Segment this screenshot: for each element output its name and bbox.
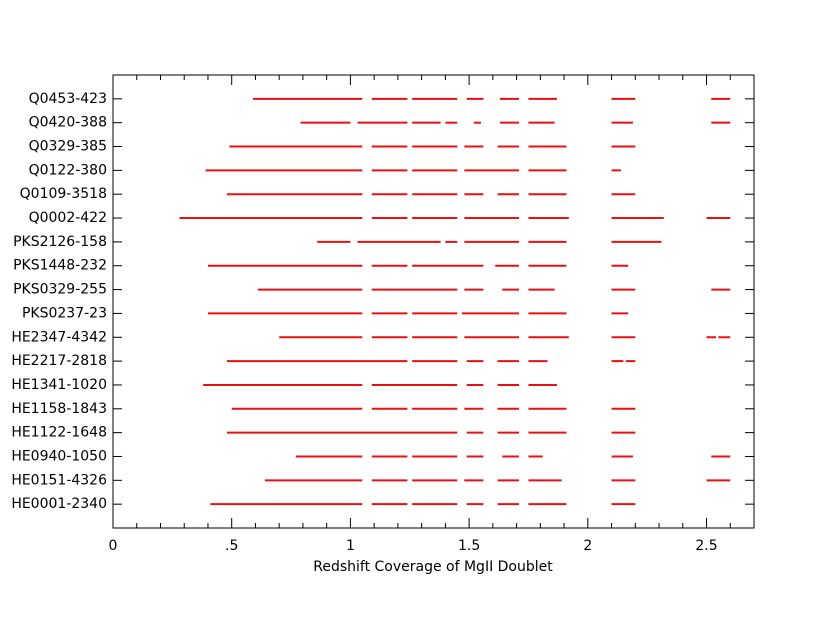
y-tick-label: Q0002-422 bbox=[29, 210, 107, 226]
x-tick-label: 0 bbox=[109, 538, 118, 554]
x-tick-label: 2.5 bbox=[695, 538, 717, 554]
x-tick-label: .5 bbox=[225, 538, 238, 554]
y-tick-label: Q0122-380 bbox=[29, 162, 107, 178]
x-tick-label: 1.5 bbox=[458, 538, 480, 554]
y-tick-label: PKS2126-158 bbox=[13, 234, 107, 250]
x-tick-label: 2 bbox=[583, 538, 592, 554]
y-tick-label: HE2217-2818 bbox=[11, 353, 107, 369]
y-tick-label: Q0453-423 bbox=[29, 91, 107, 107]
y-tick-label: Q0329-385 bbox=[29, 139, 107, 155]
x-tick-label: 1 bbox=[346, 538, 355, 554]
y-tick-label: HE1158-1843 bbox=[11, 401, 107, 417]
y-tick-label: HE2347-4342 bbox=[11, 329, 107, 345]
y-tick-label: HE0151-4326 bbox=[11, 472, 107, 488]
plot-frame bbox=[112, 74, 755, 529]
y-tick-label: PKS0329-255 bbox=[13, 282, 107, 298]
y-tick-label: Q0420-388 bbox=[29, 115, 107, 131]
y-tick-label: HE0940-1050 bbox=[11, 448, 107, 464]
y-tick-label: PKS1448-232 bbox=[13, 258, 107, 274]
y-tick-label: PKS0237-23 bbox=[22, 305, 107, 321]
x-axis-title: Redshift Coverage of MgII Doublet bbox=[313, 559, 553, 575]
y-tick-label: Q0109-3518 bbox=[20, 186, 107, 202]
y-tick-label: HE0001-2340 bbox=[11, 496, 107, 512]
y-tick-label: HE1122-1648 bbox=[11, 425, 107, 441]
y-tick-label: HE1341-1020 bbox=[11, 377, 107, 393]
